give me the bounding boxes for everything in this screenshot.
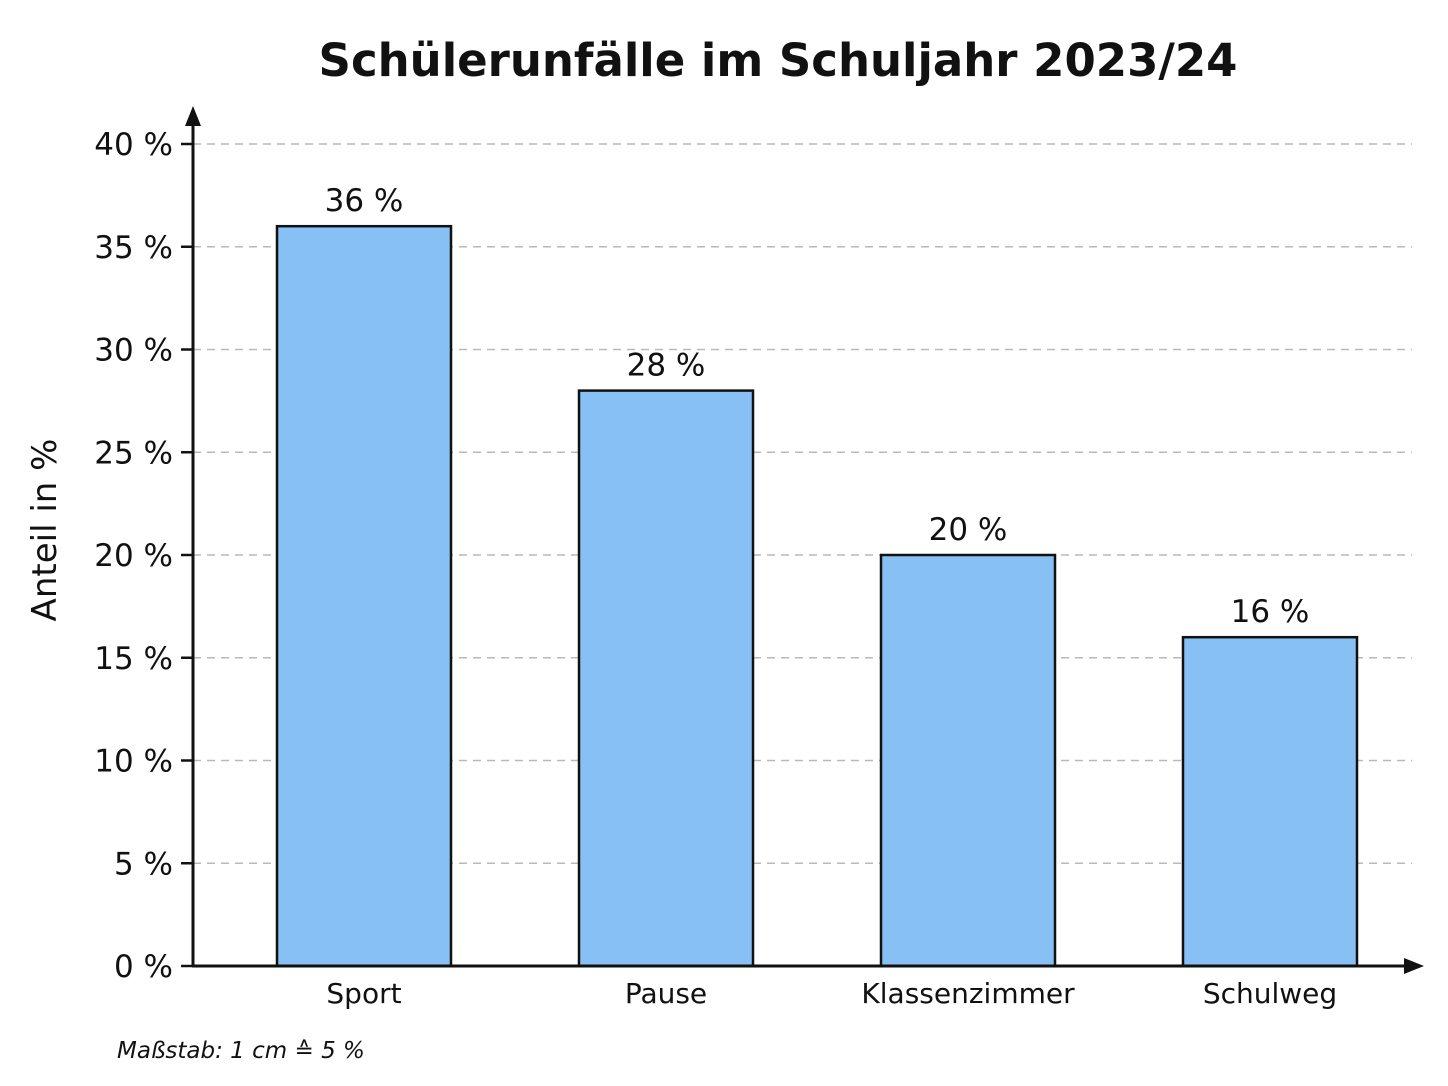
y-tick-label: 15 % — [94, 641, 173, 677]
bar-value-label: 20 % — [929, 512, 1008, 548]
y-tick-label: 20 % — [94, 538, 173, 574]
bars — [275, 224, 1359, 968]
x-axis-arrow-icon — [1404, 958, 1424, 974]
bar — [275, 224, 453, 968]
y-tick-label: 30 % — [94, 333, 173, 369]
y-axis-ticks: 0 % 5 % 10 % 15 % 20 % 25 % 30 % 35 % 40 % — [94, 127, 193, 985]
y-tick-label: 40 % — [94, 127, 173, 163]
category-label: Schulweg — [1203, 977, 1337, 1010]
category-label: Pause — [625, 977, 707, 1010]
bar — [879, 553, 1057, 968]
scale-note: Maßstab: 1 cm ≙ 5 % — [117, 1038, 365, 1064]
bar — [577, 389, 755, 968]
category-label: Klassenzimmer — [861, 977, 1075, 1010]
y-tick-label: 5 % — [114, 846, 173, 882]
bar — [1181, 635, 1359, 968]
x-axis-category-labels: Sport Pause Klassenzimmer Schulweg — [326, 977, 1337, 1010]
chart-title: Schülerunfälle im Schuljahr 2023/24 — [319, 34, 1238, 87]
bar-value-label: 16 % — [1231, 594, 1310, 630]
y-tick-label: 0 % — [114, 949, 173, 985]
y-axis-arrow-icon — [185, 106, 201, 126]
bar-value-label: 36 % — [325, 183, 404, 219]
bar-value-label: 28 % — [627, 348, 706, 384]
y-tick-label: 35 % — [94, 230, 173, 266]
bar-value-labels: 36 % 28 % 20 % 16 % — [325, 183, 1310, 630]
y-tick-label: 25 % — [94, 435, 173, 471]
y-axis-title: Anteil in % — [25, 439, 65, 622]
category-label: Sport — [326, 977, 401, 1010]
y-tick-label: 10 % — [94, 744, 173, 780]
